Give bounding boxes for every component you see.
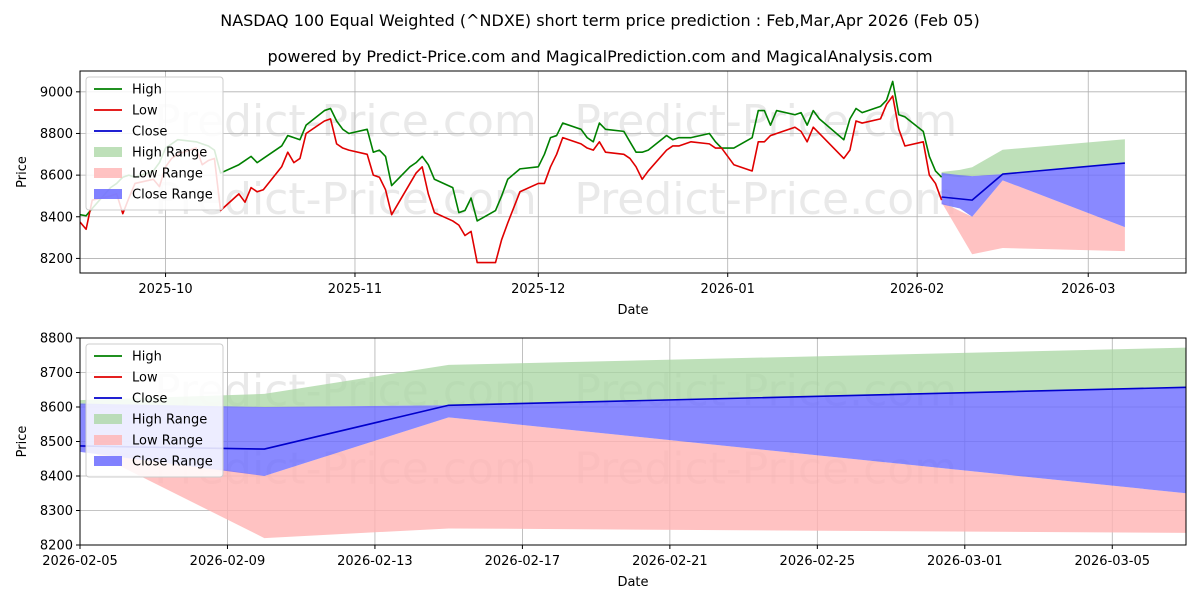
top-watermark-text: Predict-Price.com <box>574 96 957 147</box>
chart-title-line2: powered by Predict-Price.com and Magical… <box>267 47 932 66</box>
top-xtick-label: 2025-12 <box>511 282 565 297</box>
bottom-ytick-label: 8300 <box>40 504 73 519</box>
top-legend-label: Close Range <box>132 188 213 203</box>
bottom-ylabel: Price <box>15 426 30 458</box>
bottom-xtick-label: 2026-03-01 <box>927 554 1003 569</box>
bottom-legend-swatch-high-range <box>94 414 122 424</box>
bottom-xtick-label: 2026-02-25 <box>780 554 856 569</box>
top-plot-area: Predict-Price.com Predict-Price.comPredic… <box>80 71 1186 273</box>
top-legend: High Low Close High Range Low Range Close Ran… <box>85 76 224 211</box>
bottom-legend-label: Low Range <box>132 434 203 449</box>
bottom-ytick-label: 8800 <box>40 332 73 347</box>
top-legend-label: High <box>132 83 162 98</box>
bottom-ytick-label: 8200 <box>40 539 73 554</box>
top-band-close-range <box>941 163 1125 228</box>
bottom-xtick-label: 2026-02-21 <box>632 554 708 569</box>
bottom-ytick-label: 8400 <box>40 470 73 485</box>
top-axes-frame <box>79 70 1187 274</box>
top-legend-label: Low Range <box>132 167 203 182</box>
bottom-band-high-range <box>80 347 1186 407</box>
bottom-ytick-label: 8600 <box>40 401 73 416</box>
top-xtick-label: 2026-02 <box>890 282 944 297</box>
bottom-legend-label: Low <box>132 371 158 386</box>
top-xtick-label: 2026-01 <box>701 282 755 297</box>
bottom-xtick-label: 2026-02-09 <box>190 554 266 569</box>
top-ytick-label: 8400 <box>40 210 73 225</box>
bottom-legend-label: High <box>132 350 162 365</box>
bottom-xtick-label: 2026-03-05 <box>1074 554 1150 569</box>
top-legend-label: Low <box>132 104 158 119</box>
top-ytick-label: 9000 <box>40 85 73 100</box>
top-ytick-label: 8600 <box>40 169 73 184</box>
bottom-legend-swatch-low-range <box>94 435 122 445</box>
bottom-band-close-range <box>80 387 1186 494</box>
top-xlabel: Date <box>617 303 648 318</box>
top-watermark-text: Predict-Price.com <box>574 174 957 225</box>
bottom-xtick-label: 2026-02-13 <box>337 554 413 569</box>
top-series-close <box>941 162 1125 201</box>
bottom-legend: High Low Close High Range Low Range Close Ran… <box>85 343 224 478</box>
top-ytick-label: 8800 <box>40 127 73 142</box>
top-ylabel: Price <box>15 156 30 188</box>
top-legend-swatch-close-range <box>94 189 122 199</box>
bottom-panel: Predict-Price.comPredict-Price.comPredic… <box>15 332 1187 590</box>
bottom-legend-label: Close <box>132 392 167 407</box>
top-ytick-label: 8200 <box>40 252 73 267</box>
bottom-xlabel: Date <box>617 575 648 590</box>
bottom-xtick-label: 2026-02-17 <box>485 554 561 569</box>
bottom-plot-area: Predict-Price.comPredict-Price.comPredic… <box>80 338 1186 545</box>
bottom-ytick-label: 8700 <box>40 366 73 381</box>
bottom-legend-label: Close Range <box>132 455 213 470</box>
top-legend-label: High Range <box>132 146 207 161</box>
bottom-band-low-range <box>80 417 1186 539</box>
top-panel: Predict-Price.com Predict-Price.comPredic… <box>15 70 1187 318</box>
chart-title-line1: NASDAQ 100 Equal Weighted (^NDXE) short … <box>220 11 980 30</box>
bottom-ytick-label: 8500 <box>40 435 73 450</box>
top-legend-swatch-high-range <box>94 147 122 157</box>
top-band-low-range <box>941 180 1125 255</box>
top-watermark: Predict-Price.com Predict-Price.comPredic… <box>154 96 957 225</box>
top-band-high-range <box>941 139 1125 178</box>
top-xtick-label: 2025-11 <box>328 282 382 297</box>
bottom-legend-swatch-close-range <box>94 456 122 466</box>
top-legend-swatch-low-range <box>94 168 122 178</box>
bottom-xtick-label: 2026-02-05 <box>42 554 118 569</box>
top-legend-label: Close <box>132 125 167 140</box>
top-xtick-label: 2025-10 <box>138 282 192 297</box>
top-xtick-label: 2026-03 <box>1061 282 1115 297</box>
bottom-legend-label: High Range <box>132 413 207 428</box>
